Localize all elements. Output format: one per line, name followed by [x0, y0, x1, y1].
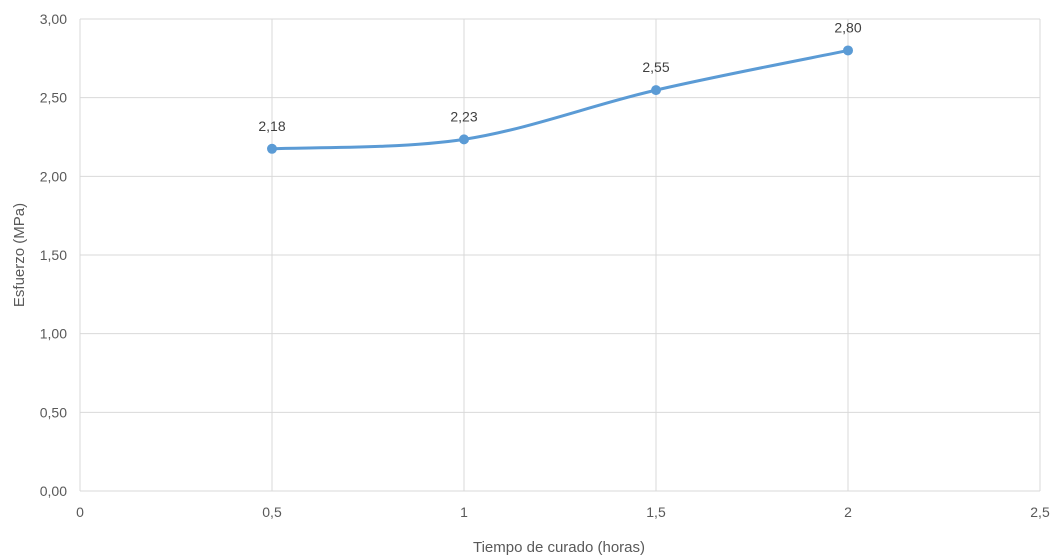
data-point	[843, 45, 853, 56]
y-tick-label: 0,00	[40, 483, 67, 499]
x-tick-label: 2,5	[1030, 504, 1050, 520]
y-tick-label: 3,00	[40, 11, 67, 27]
x-tick-label: 1,5	[646, 504, 666, 520]
x-tick-label: 1	[460, 504, 468, 520]
y-axis-title: Esfuerzo (MPa)	[11, 203, 28, 307]
x-tick-label: 2	[844, 504, 852, 520]
data-label: 2,55	[642, 59, 669, 75]
data-points	[267, 45, 853, 154]
data-label: 2,23	[450, 108, 477, 124]
series-line-path	[270, 48, 850, 151]
grid-lines	[79, 18, 1041, 492]
y-tick-label: 1,50	[40, 247, 67, 263]
data-label: 2,80	[834, 19, 861, 35]
x-tick-label: 0	[76, 504, 84, 520]
data-label: 2,18	[258, 118, 285, 134]
data-point	[651, 85, 661, 96]
series-line	[270, 48, 850, 151]
data-labels: 2,18 2,23 2,55 2,80	[258, 19, 861, 133]
x-axis-title: Tiempo de curado (horas)	[473, 539, 645, 556]
y-tick-label: 2,50	[40, 90, 67, 106]
y-tick-label: 2,00	[40, 168, 67, 184]
x-tick-label: 0,5	[262, 504, 282, 520]
y-tick-label: 0,50	[40, 404, 67, 420]
tick-labels: 0,00 0,50 1,00 1,50 2,00 2,50 3,00 0 0,5 1 1,5 2 2,5	[40, 11, 1050, 520]
y-tick-label: 1,00	[40, 326, 67, 342]
data-point	[267, 143, 277, 154]
data-point	[459, 134, 469, 145]
